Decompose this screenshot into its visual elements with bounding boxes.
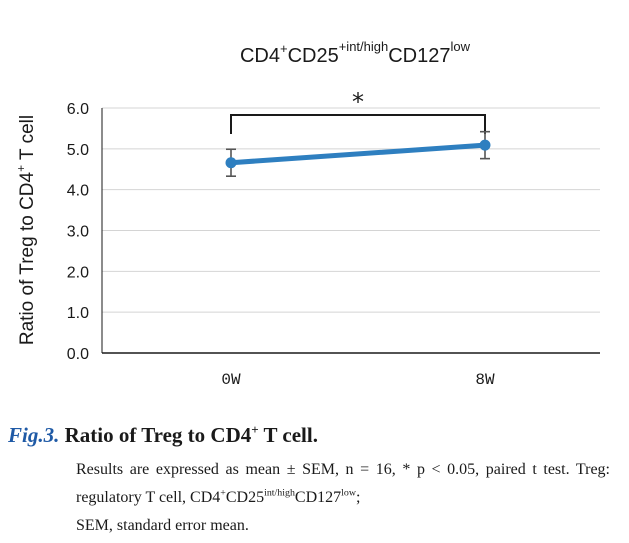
x-tick-labels: 0W 8W	[221, 371, 495, 389]
chart: CD4+CD25+int/highCD127low Ratio of Treg …	[14, 39, 600, 389]
caption-line2: CD25	[225, 489, 265, 506]
y-tick-labels: 0.0 1.0 2.0 3.0 4.0 5.0 6.0	[67, 101, 89, 363]
title-cd25: CD25	[288, 45, 339, 67]
figure-number: Fig.3.	[8, 423, 60, 447]
title-cd4: CD4	[240, 45, 280, 67]
ylabel-tail: T cell	[17, 115, 38, 165]
y-tick-label-6: 6.0	[67, 101, 89, 118]
caption-line1: Results are expressed as mean ± SEM, n =…	[76, 461, 610, 506]
y-tick-label-0: 0.0	[67, 346, 89, 363]
series-line	[228, 142, 488, 166]
chart-title: CD4+CD25+int/highCD127low	[240, 39, 471, 67]
caption-sup3: low	[341, 487, 357, 499]
title-sup1: +	[280, 41, 288, 56]
svg-text:CD4+CD25+int/highCD127low: CD4+CD25+int/highCD127low	[240, 39, 471, 67]
figure-caption: Fig.3. Ratio of Treg to CD4+ T cell. Res…	[8, 420, 620, 540]
caption-title-main: Ratio of Treg to CD4	[64, 423, 252, 447]
y-axis-label: Ratio of Treg to CD4+ T cell	[14, 115, 38, 345]
y-tick-label-2: 2.0	[67, 264, 89, 281]
caption-line3: CD127	[294, 489, 342, 506]
title-sup2: +int/high	[339, 39, 389, 54]
caption-line5: SEM, standard error mean.	[76, 517, 249, 534]
y-tick-label-1: 1.0	[67, 305, 89, 322]
data-point-0	[225, 157, 237, 169]
significance-bracket-line	[230, 114, 486, 134]
caption-sup1: +	[220, 487, 226, 499]
y-tick-label-3: 3.0	[67, 224, 89, 241]
caption-body: Results are expressed as mean ± SEM, n =…	[76, 456, 610, 540]
caption-line4: ;	[356, 489, 361, 506]
caption-title-sup: +	[251, 422, 259, 437]
caption-sup2: int/high	[264, 487, 295, 499]
y-tick-label-4: 4.0	[67, 183, 89, 200]
svg-text:Ratio of Treg to CD4+ T cell: Ratio of Treg to CD4+ T cell	[14, 115, 38, 345]
gridlines	[102, 107, 600, 313]
ylabel-main: Ratio of Treg to CD4	[17, 171, 38, 345]
title-cd127: CD127	[388, 45, 450, 67]
data-point-1	[479, 139, 491, 151]
caption-title-tail: T cell.	[258, 423, 318, 447]
data-series	[225, 130, 491, 177]
significance-bracket: *	[230, 88, 486, 134]
x-tick-label-1: 8W	[475, 371, 495, 389]
x-tick-label-0: 0W	[221, 371, 241, 389]
title-sup3: low	[451, 39, 471, 54]
ylabel-sup: +	[14, 165, 28, 172]
significance-star: *	[352, 88, 364, 116]
caption-title: Fig.3. Ratio of Treg to CD4+ T cell.	[8, 420, 620, 450]
y-tick-label-5: 5.0	[67, 142, 89, 159]
